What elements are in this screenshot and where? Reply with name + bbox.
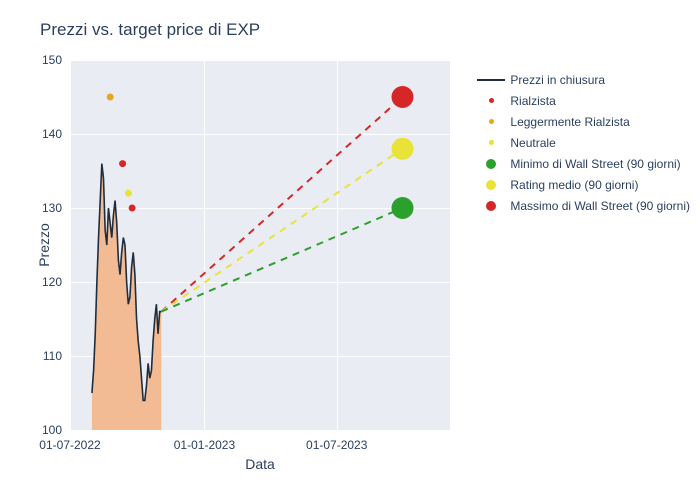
analyst-dot xyxy=(119,160,126,167)
legend-label: Rialzista xyxy=(510,94,555,108)
y-tick-label: 120 xyxy=(42,275,70,289)
analyst-dot xyxy=(125,190,132,197)
projection-line-max xyxy=(161,97,402,312)
projection-target-mid xyxy=(392,138,414,160)
plot-area: 100110120130140150 01-07-202201-01-20230… xyxy=(70,60,450,430)
legend: Prezzi in chiusura Rialzista Leggermente R… xyxy=(476,70,690,217)
legend-item[interactable]: Leggermente Rialzista xyxy=(476,112,690,131)
y-tick-label: 140 xyxy=(42,127,70,141)
x-tick-label: 01-01-2023 xyxy=(174,430,235,452)
legend-label: Rating medio (90 giorni) xyxy=(510,178,638,192)
legend-item[interactable]: Neutrale xyxy=(476,133,690,152)
legend-swatch xyxy=(476,94,506,108)
x-tick-label: 01-07-2022 xyxy=(39,430,100,452)
projection-target-min xyxy=(392,197,414,219)
y-axis-label: Prezzo xyxy=(36,223,52,267)
legend-item[interactable]: Prezzi in chiusura xyxy=(476,70,690,89)
legend-item[interactable]: Minimo di Wall Street (90 giorni) xyxy=(476,154,690,173)
y-tick-label: 150 xyxy=(42,53,70,67)
projection-target-max xyxy=(392,86,414,108)
legend-label: Neutrale xyxy=(510,136,555,150)
chart-title: Prezzi vs. target price di EXP xyxy=(40,20,690,40)
legend-label: Prezzi in chiusura xyxy=(510,73,605,87)
legend-swatch xyxy=(476,136,506,150)
chart-container: Prezzi vs. target price di EXP 100110120… xyxy=(0,0,700,500)
plot-svg xyxy=(70,60,450,430)
price-area xyxy=(92,164,161,430)
legend-item[interactable]: Rialzista xyxy=(476,91,690,110)
x-axis-label: Data xyxy=(245,456,275,472)
projection-line-min xyxy=(161,208,402,312)
x-tick-label: 01-07-2023 xyxy=(306,430,367,452)
y-tick-label: 130 xyxy=(42,201,70,215)
legend-item[interactable]: Rating medio (90 giorni) xyxy=(476,175,690,194)
legend-swatch xyxy=(476,115,506,129)
analyst-dot xyxy=(129,205,136,212)
legend-label: Massimo di Wall Street (90 giorni) xyxy=(510,199,690,213)
legend-label: Leggermente Rialzista xyxy=(510,115,629,129)
legend-label: Minimo di Wall Street (90 giorni) xyxy=(510,157,680,171)
legend-swatch xyxy=(476,73,506,87)
legend-item[interactable]: Massimo di Wall Street (90 giorni) xyxy=(476,196,690,215)
legend-swatch xyxy=(476,199,506,213)
projection-line-mid xyxy=(161,149,402,312)
analyst-dot xyxy=(107,94,114,101)
y-tick-label: 110 xyxy=(43,349,70,363)
legend-swatch xyxy=(476,178,506,192)
legend-swatch xyxy=(476,157,506,171)
